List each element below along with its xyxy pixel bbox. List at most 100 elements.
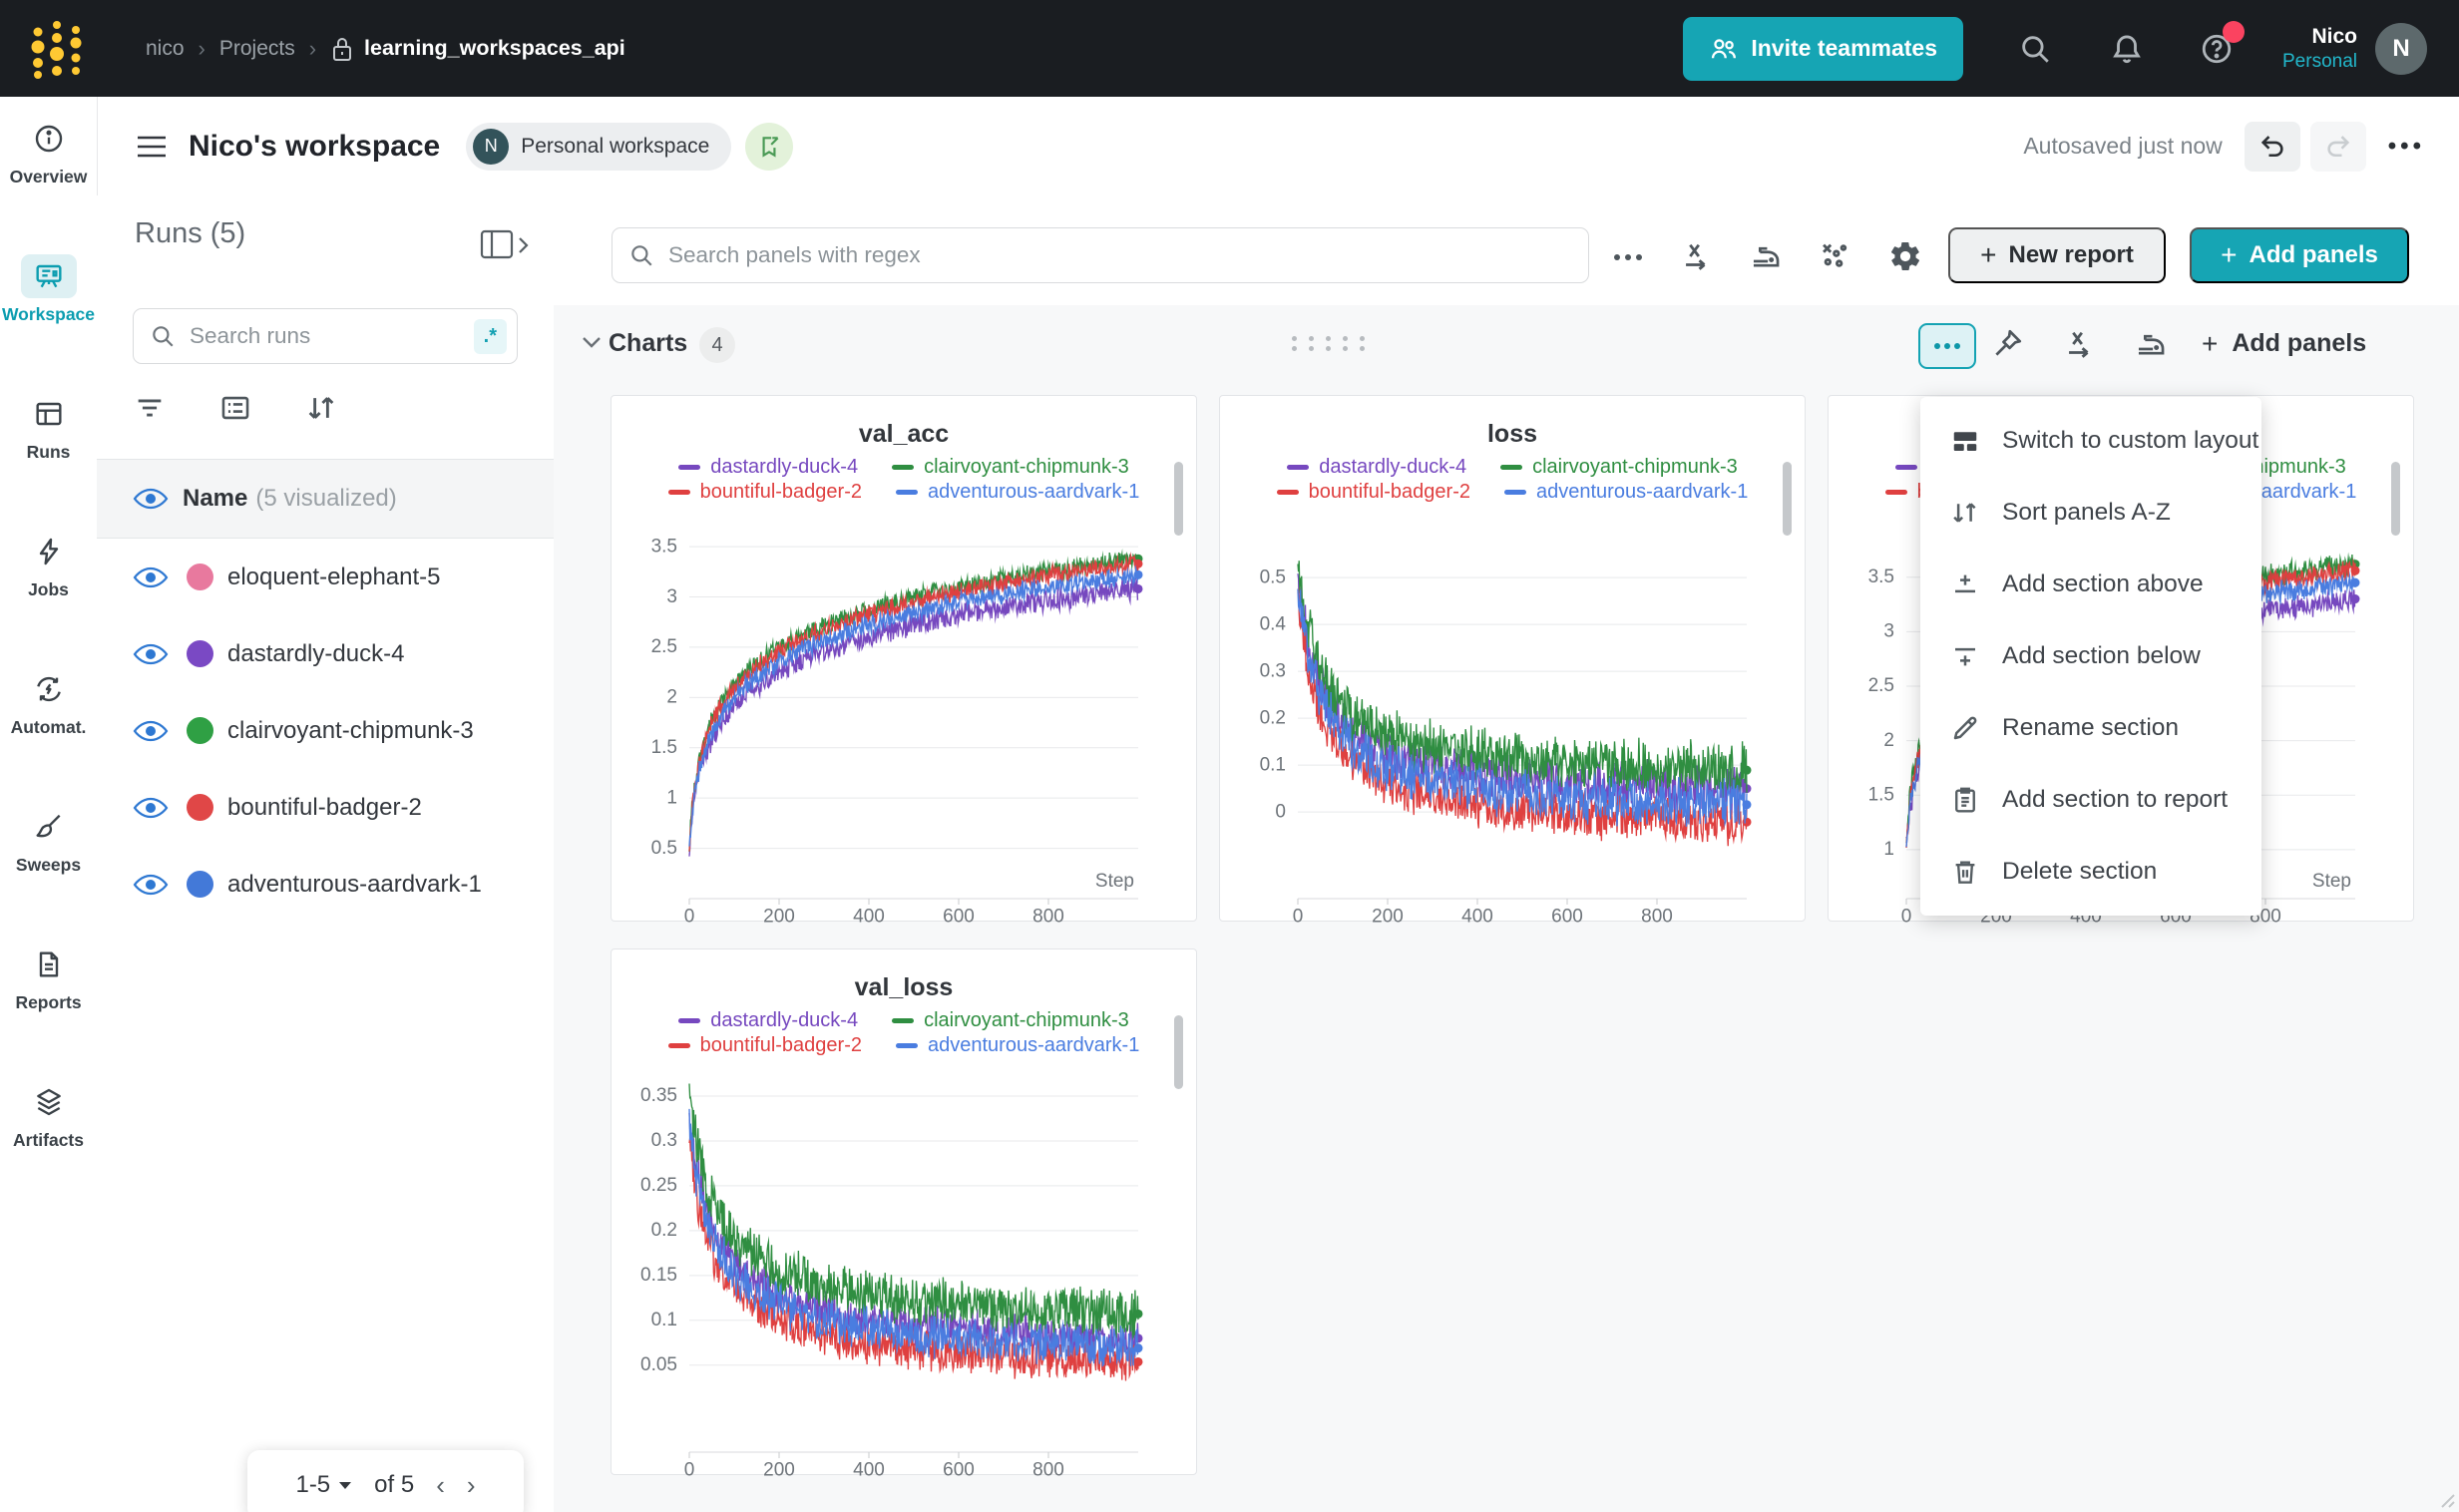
header-overflow-menu-icon[interactable]: ••• [2387, 132, 2425, 160]
legend-item[interactable]: dastardly-duck-4 [678, 1009, 858, 1032]
legend-item[interactable]: dastardly-duck-4 [678, 456, 858, 479]
legend-item[interactable]: adventurous-aardvark-1 [896, 1034, 1139, 1057]
section-collapse-chevron-icon[interactable] [582, 335, 602, 349]
filter-icon[interactable] [133, 391, 167, 425]
search-icon[interactable] [2013, 27, 2057, 71]
section-x-axis-icon[interactable] [2062, 327, 2096, 361]
section-smoothing-icon[interactable] [2134, 327, 2168, 361]
pin-section-icon[interactable] [1990, 327, 2024, 361]
group-list-icon[interactable] [218, 391, 252, 425]
run-row[interactable]: clairvoyant-chipmunk-3 [97, 692, 554, 769]
line-chart-canvas[interactable] [617, 524, 1192, 923]
prev-page-button[interactable]: ‹ [436, 1469, 445, 1500]
legend-item[interactable]: bountiful-badger-2 [667, 1034, 862, 1057]
menu-item-switch-layout[interactable]: Switch to custom layout [1920, 405, 2261, 477]
invite-teammates-button[interactable]: Invite teammates [1683, 16, 1963, 81]
resize-corner-handle[interactable] [2433, 1486, 2455, 1508]
eye-visibility-icon[interactable] [133, 872, 169, 898]
panel-search-input[interactable] [666, 241, 1572, 269]
section-add-panels-button[interactable]: + Add panels [2202, 329, 2366, 358]
legend-item[interactable]: clairvoyant-chipmunk-3 [1500, 456, 1738, 479]
sidebar-item-workspace[interactable]: Workspace [0, 234, 97, 372]
menu-item-rename-section[interactable]: Rename section [1920, 692, 2261, 764]
broom-icon [21, 805, 77, 849]
section-drag-handle[interactable] [1292, 336, 1371, 351]
chart-panel-loss[interactable]: loss dastardly-duck-4 clairvoyant-chipmun… [1219, 395, 1806, 923]
runs-search-input[interactable] [188, 322, 474, 350]
undo-button[interactable] [2244, 121, 2300, 172]
breadcrumb-project-name[interactable]: learning_workspaces_api [364, 36, 625, 60]
sort-icon[interactable] [304, 391, 338, 425]
workspace-badge[interactable]: N Personal workspace [466, 122, 732, 171]
expand-runs-table-icon[interactable] [480, 227, 532, 263]
line-chart-canvas[interactable] [617, 1077, 1192, 1476]
hamburger-menu-icon[interactable] [135, 133, 169, 161]
run-row[interactable]: bountiful-badger-2 [97, 769, 554, 846]
avatar[interactable]: N [2375, 22, 2427, 75]
eye-visibility-icon[interactable] [133, 718, 169, 744]
line-chart-canvas[interactable] [1226, 524, 1801, 923]
redo-button[interactable] [2309, 121, 2366, 172]
legend-color-dash [1884, 490, 1907, 495]
menu-item-add-section-above[interactable]: Add section above [1920, 549, 2261, 620]
next-page-button[interactable]: › [466, 1469, 476, 1500]
plus-icon: + [2202, 327, 2219, 359]
legend-scrollbar[interactable] [1783, 462, 1792, 536]
page-total: of 5 [374, 1471, 415, 1498]
legend-item[interactable]: adventurous-aardvark-1 [1504, 481, 1748, 504]
sidebar-item-sweeps[interactable]: Sweeps [0, 785, 97, 923]
eye-visibility-icon[interactable] [133, 486, 169, 512]
runs-name-header[interactable]: Name (5 visualized) [97, 459, 554, 539]
menu-item-sort-panels[interactable]: Sort panels A-Z [1920, 477, 2261, 549]
section-overflow-button[interactable] [1918, 323, 1976, 369]
x-axis-settings-icon[interactable] [1679, 239, 1713, 273]
new-report-button[interactable]: + New report [1948, 227, 2166, 283]
sidebar-item-runs[interactable]: Runs [0, 372, 97, 510]
eye-visibility-icon[interactable] [133, 795, 169, 821]
menu-item-add-section-below[interactable]: Add section below [1920, 620, 2261, 692]
legend-scrollbar[interactable] [1174, 1015, 1183, 1089]
legend-item[interactable]: dastardly-duck-4 [1287, 456, 1466, 479]
breadcrumb-user[interactable]: nico [146, 36, 185, 60]
user-menu[interactable]: Nico Personal [2282, 24, 2357, 74]
sidebar-item-automations[interactable]: Automat. [0, 647, 97, 785]
chart-panel-val-loss[interactable]: val_loss dastardly-duck-4 clairvoyant-chi… [611, 948, 1197, 1476]
sidebar-item-label: Workspace [1, 304, 96, 324]
legend-color-dash [678, 1018, 701, 1023]
section-title[interactable]: Charts [609, 329, 688, 357]
legend-item[interactable]: clairvoyant-chipmunk-3 [892, 456, 1129, 479]
menu-item-add-section-to-report[interactable]: Add section to report [1920, 764, 2261, 836]
smoothing-iron-icon[interactable] [1749, 239, 1783, 273]
sidebar-item-jobs[interactable]: Jobs [0, 510, 97, 647]
page-size-dropdown[interactable]: 1-5 [295, 1471, 352, 1499]
sidebar-item-overview[interactable]: Overview [0, 97, 97, 234]
chart-panel-val-acc[interactable]: val_acc dastardly-duck-4 clairvoyant-chip… [611, 395, 1197, 923]
run-row[interactable]: dastardly-duck-4 [97, 615, 554, 692]
legend-item[interactable]: adventurous-aardvark-1 [896, 481, 1139, 504]
add-panels-button[interactable]: + Add panels [2190, 227, 2409, 283]
run-row[interactable]: adventurous-aardvark-1 [97, 846, 554, 923]
legend-color-dash [667, 490, 690, 495]
settings-gear-icon[interactable] [1888, 239, 1922, 273]
notifications-bell-icon[interactable] [2105, 27, 2149, 71]
breadcrumb-projects[interactable]: Projects [218, 36, 295, 60]
sidebar-item-artifacts[interactable]: Artifacts [0, 1060, 97, 1198]
eye-visibility-icon[interactable] [133, 641, 169, 667]
trash-icon [1950, 857, 1980, 887]
legend-scrollbar[interactable] [1174, 462, 1183, 536]
legend-item[interactable]: clairvoyant-chipmunk-3 [892, 1009, 1129, 1032]
regex-toggle-button[interactable]: .* [473, 318, 507, 354]
legend-item[interactable]: bountiful-badger-2 [667, 481, 862, 504]
outliers-scatter-icon[interactable] [1817, 239, 1850, 273]
legend-scrollbar[interactable] [2391, 462, 2400, 536]
run-row[interactable]: eloquent-elephant-5 [97, 539, 554, 615]
bookmark-share-icon[interactable] [745, 122, 794, 171]
help-icon[interactable] [2195, 20, 2245, 71]
runs-list: eloquent-elephant-5 dastardly-duck-4 clair… [97, 539, 554, 923]
workspace-overflow-icon[interactable] [1611, 247, 1645, 281]
legend-item[interactable]: bountiful-badger-2 [1276, 481, 1470, 504]
eye-visibility-icon[interactable] [133, 565, 169, 590]
sidebar-item-reports[interactable]: Reports [0, 923, 97, 1060]
menu-item-delete-section[interactable]: Delete section [1920, 836, 2261, 908]
wandb-logo-icon[interactable] [30, 18, 86, 80]
